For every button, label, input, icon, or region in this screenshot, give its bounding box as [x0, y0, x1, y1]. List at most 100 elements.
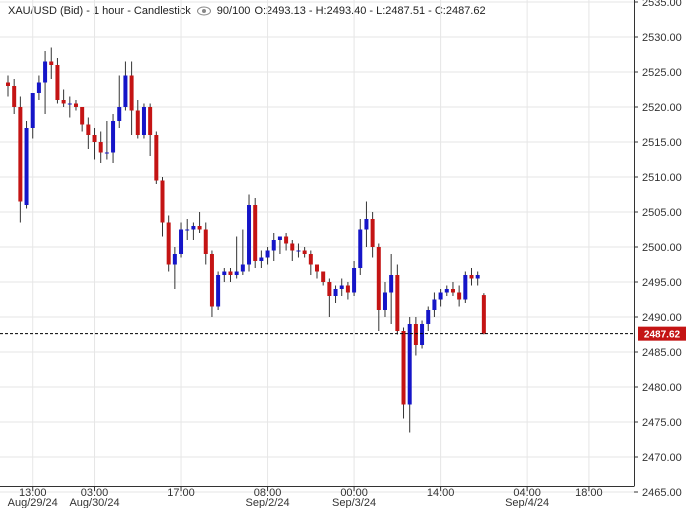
x-tick-time: 04:00: [513, 487, 541, 499]
y-tick-label: 2520.00: [642, 102, 682, 114]
candle-up: [339, 285, 344, 289]
candle-down: [6, 82, 10, 86]
candle-up: [30, 93, 35, 128]
candle-up: [172, 254, 177, 265]
y-tick-label: 2470.00: [642, 452, 682, 464]
candle-up: [216, 275, 221, 307]
candle-down: [327, 282, 332, 296]
eye-icon[interactable]: [196, 6, 211, 16]
x-tick-date: Sep/4/24: [505, 497, 549, 508]
candle-down: [315, 264, 319, 272]
candle-up: [240, 264, 245, 272]
ohlc-readout: O:2493.13 - H:2493.40 - L:2487.51 - C:24…: [254, 5, 486, 17]
candle-up: [271, 240, 276, 251]
candle-up: [364, 219, 369, 230]
candle-down: [18, 107, 23, 202]
candle-up: [36, 82, 41, 93]
candle-up: [277, 236, 282, 240]
current-price-marker: 2487.62: [0, 326, 686, 341]
y-tick-label: 2490.00: [642, 312, 682, 324]
candle-up: [117, 107, 122, 121]
x-tick-date: Sep/2/24: [246, 497, 290, 508]
candle-down: [135, 110, 140, 135]
candle-up: [438, 292, 443, 300]
candle-down: [148, 107, 153, 135]
candle-down: [209, 254, 214, 307]
x-tick-time: 03:00: [81, 487, 109, 499]
candle-up: [179, 229, 184, 254]
candle-down: [203, 229, 208, 254]
candle-down: [401, 331, 406, 405]
candle-down: [413, 324, 418, 345]
candle-up: [389, 275, 394, 293]
candle-down: [49, 61, 54, 65]
candle-down: [61, 100, 66, 104]
candle-down: [228, 271, 233, 275]
candle-up: [463, 275, 468, 300]
candle-up: [259, 257, 264, 261]
candle-up: [104, 152, 109, 154]
y-tick-label: 2485.00: [642, 347, 682, 359]
candle-up: [185, 229, 190, 231]
candle-down: [395, 275, 400, 331]
y-tick-label: 2465.00: [642, 487, 682, 499]
candle-down: [302, 250, 307, 254]
candle-up: [382, 292, 387, 310]
candle-down: [376, 247, 381, 310]
x-tick-time: 17:00: [167, 487, 195, 499]
candle-down: [154, 135, 159, 181]
candle-down: [98, 142, 103, 153]
candle-up: [191, 226, 196, 230]
chart-header: XAU/USD (Bid) - 1 hour - Candlestick 90/…: [8, 5, 486, 17]
candle-down: [284, 236, 289, 244]
candle-down: [80, 107, 85, 125]
candle-down: [160, 180, 165, 223]
candle-up: [407, 324, 412, 405]
candle-up: [234, 271, 239, 275]
candle-up: [475, 275, 480, 279]
current-price-badge: [638, 326, 686, 341]
candle-down: [370, 219, 375, 247]
candle-up: [123, 75, 128, 107]
x-tick-date: Sep/3/24: [332, 497, 376, 508]
y-tick-label: 2530.00: [642, 32, 682, 44]
candle-down: [166, 222, 171, 265]
y-tick-label: 2535.00: [642, 0, 682, 9]
y-tick-label: 2510.00: [642, 172, 682, 184]
candle-down: [450, 289, 455, 293]
candle-down: [469, 275, 474, 279]
x-tick-time: 14:00: [427, 487, 455, 499]
x-tick-time: 08:00: [254, 487, 282, 499]
candle-down: [12, 86, 17, 107]
candle-up: [432, 299, 437, 310]
y-tick-label: 2480.00: [642, 382, 682, 394]
candle-down: [345, 285, 350, 293]
candle-down: [73, 103, 78, 107]
y-tick-label: 2515.00: [642, 137, 682, 149]
candle-up: [333, 289, 338, 296]
x-tick-time: 18:00: [575, 487, 603, 499]
candle-down: [92, 135, 97, 142]
y-tick-label: 2495.00: [642, 277, 682, 289]
candle-down: [129, 75, 134, 111]
y-tick-label: 2500.00: [642, 242, 682, 254]
candle-up: [43, 61, 48, 83]
candle-down: [290, 243, 295, 251]
candle-down: [86, 124, 91, 135]
candle-up: [296, 250, 301, 252]
x-tick-date: Aug/29/24: [8, 497, 58, 508]
candle-up: [420, 324, 425, 345]
candle-up: [111, 121, 116, 153]
y-tick-label: 2475.00: [642, 417, 682, 429]
candle-down: [457, 292, 462, 300]
candle-down: [321, 271, 326, 282]
y-tick-label: 2525.00: [642, 67, 682, 79]
chart-grid: [0, 0, 634, 493]
candle-down: [55, 65, 60, 100]
candle-up: [141, 107, 146, 135]
y-tick-label: 2505.00: [642, 207, 682, 219]
x-tick-date: Aug/30/24: [69, 497, 119, 508]
candle-down: [481, 295, 486, 334]
zoom-level: 90/100: [216, 5, 251, 17]
